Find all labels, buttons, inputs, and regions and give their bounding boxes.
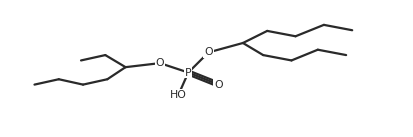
Text: P: P (185, 68, 192, 78)
Text: HO: HO (170, 90, 187, 100)
Text: O: O (204, 47, 213, 57)
Text: O: O (156, 58, 164, 68)
Text: O: O (214, 80, 223, 90)
